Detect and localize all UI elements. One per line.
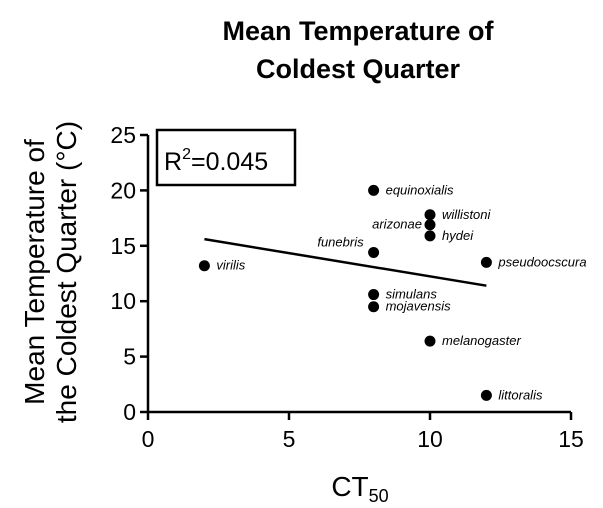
chart-title: Mean Temperature of	[222, 16, 494, 46]
annotation-value: =0.045	[191, 148, 268, 176]
chart-title: Coldest Quarter	[256, 54, 461, 84]
point-label: melanogaster	[442, 333, 521, 348]
annotation-r: R	[164, 148, 182, 176]
point-label: mojavensis	[386, 299, 452, 314]
point-label: hydei	[442, 228, 474, 243]
point	[368, 246, 380, 258]
x-tick-label: 15	[558, 426, 584, 452]
point	[480, 256, 492, 268]
point	[424, 209, 436, 221]
point	[198, 260, 210, 272]
y-tick-label: 20	[110, 177, 136, 203]
x-tick-label: 0	[142, 426, 155, 452]
point	[480, 389, 492, 401]
y-tick-label: 15	[110, 233, 136, 259]
annotation-box	[155, 128, 297, 187]
point	[424, 335, 436, 347]
x-axis-label-main: CT	[331, 471, 368, 502]
point	[368, 301, 380, 313]
point	[368, 184, 380, 196]
point-label: willistoni	[442, 207, 492, 222]
y-tick-label: 5	[123, 344, 136, 370]
point-label: equinoxialis	[386, 182, 454, 197]
x-tick-label: 5	[283, 426, 296, 452]
annotation-sup: 2	[182, 146, 191, 163]
y-axis-label-line: Mean Temperature of	[19, 139, 50, 405]
x-tick-label: 10	[417, 426, 443, 452]
point-label: arizonae	[372, 217, 422, 232]
point-label: funebris	[317, 234, 364, 249]
y-tick-label: 0	[123, 399, 136, 425]
fit-line	[204, 237, 487, 287]
point-label: littoralis	[498, 387, 543, 402]
y-tick-label: 10	[110, 288, 136, 314]
point-label: virilis	[216, 258, 245, 273]
point-label: simulans	[386, 287, 438, 302]
x-axis-label-sub: 50	[369, 486, 389, 506]
x-axis-label: CT50	[331, 471, 388, 506]
point	[424, 230, 436, 242]
point-label: pseudoocscura	[497, 254, 586, 269]
y-axis-label: Mean Temperature of the Coldest Quarter …	[19, 121, 82, 423]
point	[424, 219, 436, 231]
y-tick-label: 25	[110, 122, 136, 148]
y-axis-label-line: the Coldest Quarter (°C)	[51, 121, 82, 423]
point	[368, 289, 380, 301]
annotation: R2=0.045	[164, 146, 268, 176]
